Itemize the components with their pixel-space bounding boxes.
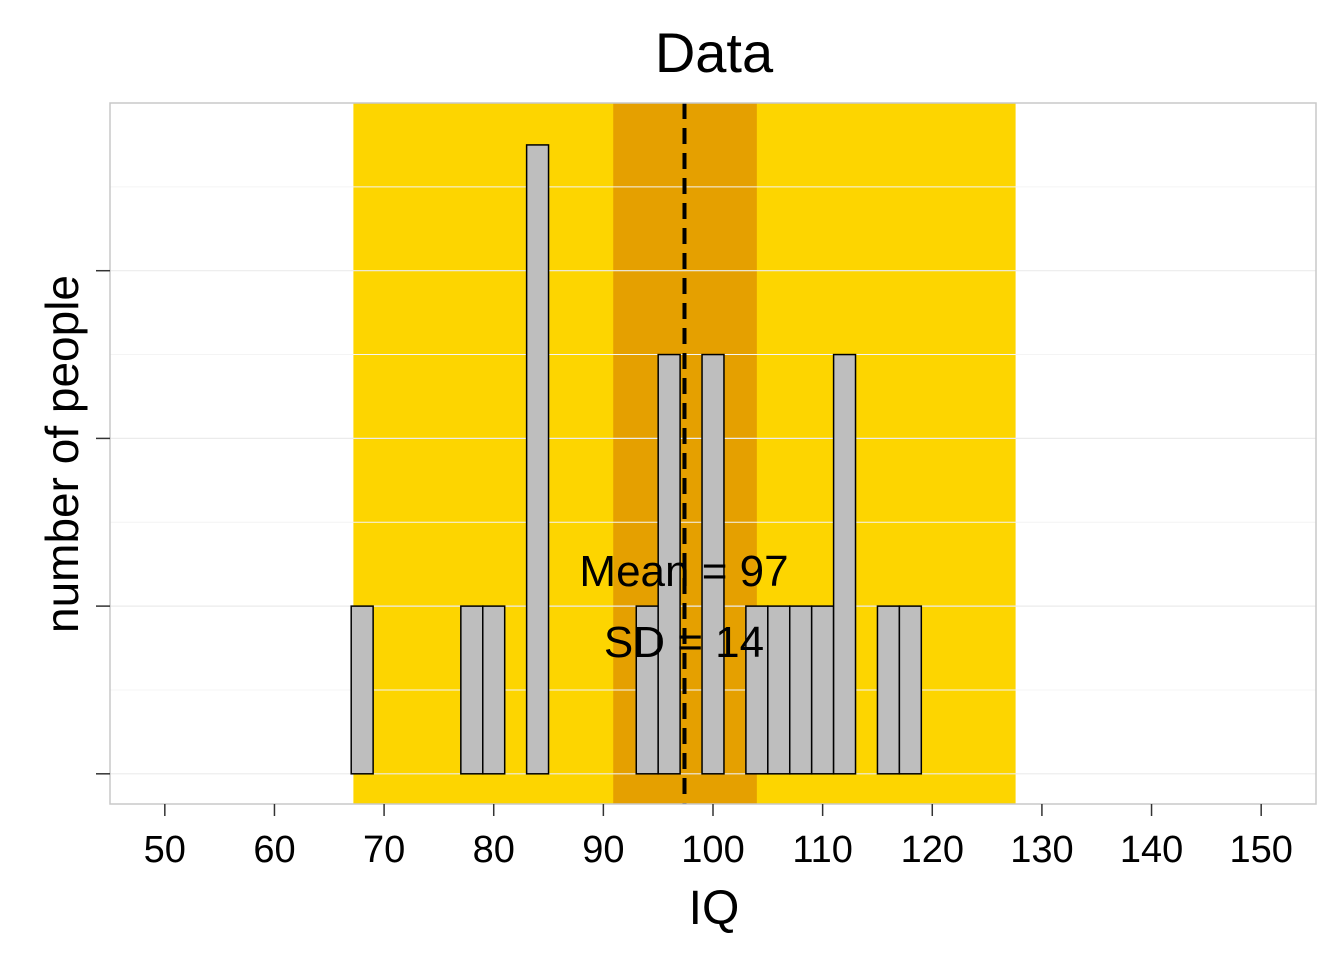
- histogram-bar: [767, 605, 791, 775]
- x-tick-label: 60: [253, 829, 295, 871]
- chart-title: Data: [655, 21, 774, 84]
- x-tick-label: 150: [1229, 829, 1292, 871]
- x-tick-label: 80: [473, 829, 515, 871]
- y-axis-ticks: [96, 269, 110, 775]
- histogram-bar: [460, 605, 484, 775]
- x-tick-label: 140: [1120, 829, 1183, 871]
- x-tick-label: 50: [144, 829, 186, 871]
- histogram-bar: [482, 605, 506, 775]
- mean-annotation: Mean = 97: [579, 547, 788, 596]
- x-axis-label: IQ: [689, 882, 740, 935]
- histogram-bar: [350, 605, 374, 775]
- plot-panel: Mean = 97 SD = 14: [109, 102, 1317, 805]
- x-tick-label: 70: [363, 829, 405, 871]
- x-tick-label: 90: [582, 829, 624, 871]
- histogram-bar: [525, 144, 550, 775]
- histogram-bar: [701, 353, 725, 775]
- histogram-bar: [810, 605, 835, 775]
- x-tick-label: 130: [1010, 829, 1073, 871]
- histogram-bar: [832, 353, 857, 775]
- x-tick-label: 120: [901, 829, 964, 871]
- histogram-bar: [657, 353, 681, 775]
- y-axis-label: number of people: [36, 275, 88, 633]
- x-axis-ticks: 50 60 70 80 90 100 110 120 130 140 150: [144, 804, 1293, 871]
- histogram-bar: [876, 605, 901, 775]
- x-tick-label: 100: [681, 829, 744, 871]
- sd-annotation: SD = 14: [604, 618, 764, 667]
- x-tick-label: 110: [792, 829, 853, 871]
- histogram-bars: [350, 144, 923, 775]
- histogram-bar: [898, 605, 923, 775]
- histogram-bar: [788, 605, 813, 775]
